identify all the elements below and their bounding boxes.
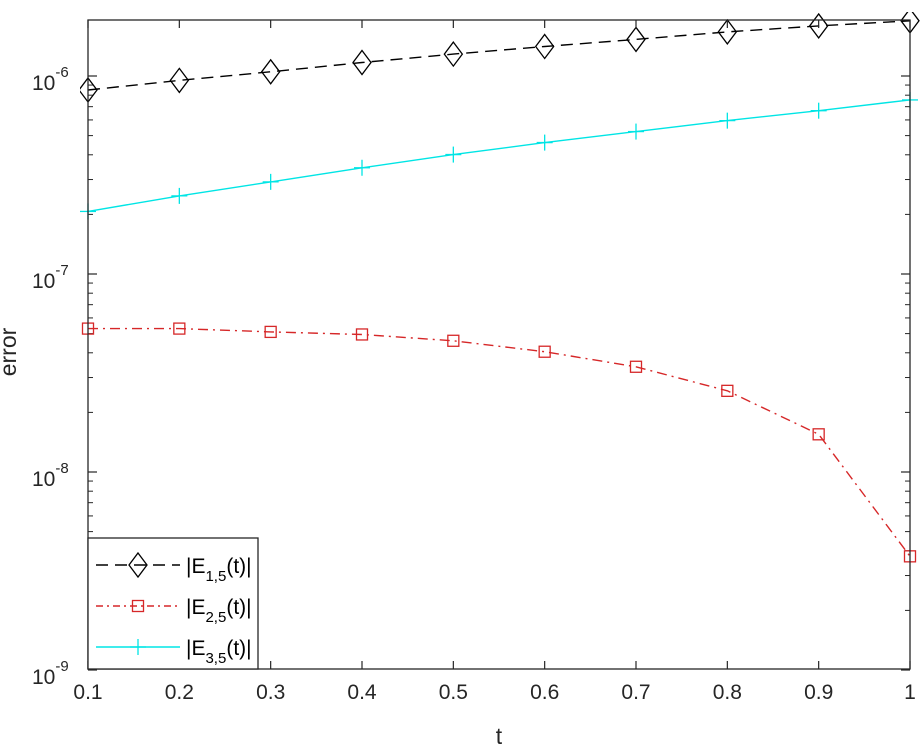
plus-marker — [354, 159, 370, 176]
square-marker — [447, 334, 460, 347]
axes-frame — [87, 19, 911, 670]
x-tick-label: 0.2 — [165, 681, 194, 704]
plus-marker — [628, 123, 644, 140]
legend-item: |E3,5(t)| — [96, 637, 252, 667]
square-icon — [131, 599, 145, 613]
square-marker — [264, 325, 277, 339]
diamond-marker — [534, 33, 555, 60]
diamond-marker — [260, 58, 281, 85]
legend-item: |E1,5(t)| — [96, 551, 252, 585]
y-tick-label: 10-8 — [32, 460, 69, 491]
plus-marker — [719, 112, 736, 129]
x-tick-label: 0.9 — [804, 681, 833, 704]
diamond-marker — [626, 26, 646, 53]
diamond-marker — [717, 18, 738, 45]
x-tick-label: 0.5 — [439, 681, 468, 704]
diamond-marker — [808, 12, 829, 40]
y-axis-label: error — [0, 327, 21, 376]
plus-marker — [262, 173, 279, 190]
x-tick-label: 0.6 — [530, 681, 559, 704]
x-tick-label: 0.8 — [713, 681, 742, 704]
y-tick-label: 10-9 — [32, 658, 69, 689]
square-marker — [355, 328, 369, 341]
legend-label: |E2,5(t)| — [186, 596, 252, 626]
square-marker — [721, 384, 734, 397]
diamond-icon — [128, 551, 148, 579]
square-marker — [173, 322, 186, 335]
plus-icon — [130, 639, 146, 655]
x-tick-label: 0.7 — [621, 681, 650, 704]
plus-marker — [810, 102, 827, 119]
legend-label: |E3,5(t)| — [186, 637, 252, 667]
square-marker — [812, 428, 825, 441]
x-tick-label: 1 — [904, 681, 916, 704]
legend: |E1,5(t)| |E2,5(t)| |E3,5(t)| — [87, 537, 259, 670]
y-tick-label: 10-6 — [32, 64, 69, 95]
diamond-marker — [352, 49, 372, 76]
series-2-5 — [81, 322, 917, 563]
square-marker — [629, 360, 643, 373]
diamond-marker — [169, 67, 190, 94]
legend-label: |E1,5(t)| — [186, 555, 252, 585]
x-tick-label: 0.3 — [256, 681, 285, 704]
x-tick-label: 0.1 — [73, 681, 102, 704]
y-axis: 10-6 10-7 10-8 10-9 — [32, 64, 910, 689]
x-axis: 0.1 0.2 0.3 0.4 0.5 0.6 0.7 0.8 0.9 1 — [73, 20, 916, 704]
x-tick-label: 0.4 — [347, 681, 377, 704]
legend-item: |E2,5(t)| — [96, 596, 252, 626]
plus-marker — [171, 187, 188, 204]
x-axis-label: t — [496, 723, 503, 749]
plus-marker — [536, 134, 553, 151]
diamond-marker — [443, 41, 464, 68]
series-3-5 — [80, 91, 918, 220]
series-layer — [80, 12, 920, 563]
y-tick-label: 10-7 — [32, 262, 69, 293]
plus-marker — [445, 146, 462, 163]
square-marker — [538, 345, 551, 358]
